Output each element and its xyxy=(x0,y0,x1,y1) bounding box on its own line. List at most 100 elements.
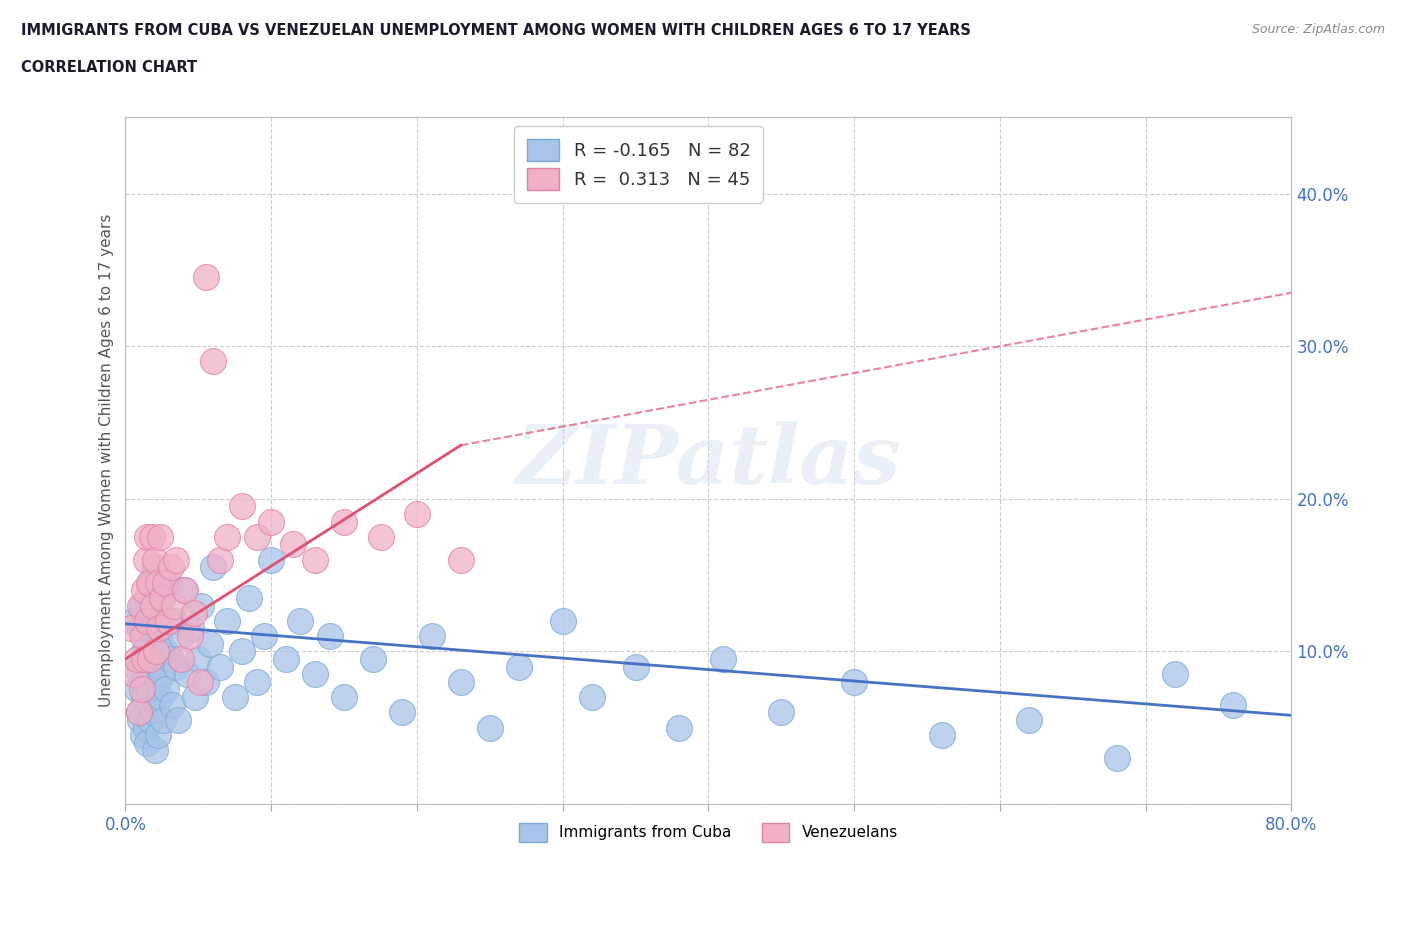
Point xyxy=(162,598,184,613)
Point xyxy=(150,667,173,682)
Point xyxy=(209,552,232,567)
Point xyxy=(1222,698,1244,712)
Point xyxy=(121,613,143,628)
Point xyxy=(1018,712,1040,727)
Point xyxy=(139,575,162,590)
Point xyxy=(253,629,276,644)
Point xyxy=(136,651,159,666)
Point xyxy=(281,537,304,551)
Point xyxy=(141,613,163,628)
Point xyxy=(711,651,734,666)
Point xyxy=(142,705,165,720)
Point xyxy=(184,690,207,705)
Point xyxy=(198,636,221,651)
Text: Source: ZipAtlas.com: Source: ZipAtlas.com xyxy=(1251,23,1385,36)
Point xyxy=(217,613,239,628)
Point xyxy=(129,712,152,727)
Point xyxy=(478,720,501,735)
Point xyxy=(187,651,209,666)
Point xyxy=(148,629,170,644)
Point xyxy=(844,674,866,689)
Point xyxy=(170,629,193,644)
Point xyxy=(1164,667,1187,682)
Point xyxy=(132,674,155,689)
Point xyxy=(260,514,283,529)
Point xyxy=(333,690,356,705)
Point xyxy=(143,552,166,567)
Point xyxy=(134,651,156,666)
Point xyxy=(180,621,202,636)
Point xyxy=(150,591,173,605)
Point xyxy=(146,575,169,590)
Point xyxy=(129,598,152,613)
Point xyxy=(170,651,193,666)
Point xyxy=(176,667,198,682)
Point xyxy=(333,514,356,529)
Point xyxy=(209,659,232,674)
Point xyxy=(160,698,183,712)
Point xyxy=(138,621,160,636)
Point xyxy=(129,621,152,636)
Point xyxy=(131,598,153,613)
Point xyxy=(142,598,165,613)
Point xyxy=(551,613,574,628)
Point xyxy=(135,552,157,567)
Point xyxy=(290,613,312,628)
Point xyxy=(361,651,384,666)
Point xyxy=(145,605,167,620)
Point xyxy=(136,736,159,751)
Point xyxy=(155,682,177,697)
Point xyxy=(141,529,163,544)
Point xyxy=(194,674,217,689)
Point xyxy=(138,682,160,697)
Point xyxy=(127,651,149,666)
Point xyxy=(156,613,179,628)
Point xyxy=(148,621,170,636)
Point xyxy=(224,690,246,705)
Point xyxy=(134,690,156,705)
Point xyxy=(931,728,953,743)
Point xyxy=(201,560,224,575)
Point xyxy=(450,552,472,567)
Point xyxy=(162,613,184,628)
Point xyxy=(152,712,174,727)
Point xyxy=(188,674,211,689)
Point xyxy=(194,270,217,285)
Point xyxy=(134,644,156,658)
Point xyxy=(231,644,253,658)
Point xyxy=(157,575,180,590)
Point xyxy=(231,498,253,513)
Point xyxy=(246,674,269,689)
Point xyxy=(174,583,197,598)
Point xyxy=(138,575,160,590)
Point xyxy=(153,644,176,658)
Text: ZIPatlas: ZIPatlas xyxy=(516,420,901,500)
Point xyxy=(1105,751,1128,765)
Point xyxy=(132,728,155,743)
Point xyxy=(190,598,212,613)
Point xyxy=(406,507,429,522)
Point xyxy=(166,552,188,567)
Point xyxy=(581,690,603,705)
Point xyxy=(159,651,181,666)
Point xyxy=(274,651,297,666)
Point xyxy=(127,682,149,697)
Point xyxy=(143,743,166,758)
Point xyxy=(173,583,195,598)
Point xyxy=(391,705,413,720)
Point xyxy=(136,591,159,605)
Point xyxy=(132,629,155,644)
Point xyxy=(183,605,205,620)
Point xyxy=(135,720,157,735)
Legend: Immigrants from Cuba, Venezuelans: Immigrants from Cuba, Venezuelans xyxy=(513,817,904,847)
Point xyxy=(128,705,150,720)
Point xyxy=(136,529,159,544)
Point xyxy=(370,529,392,544)
Point xyxy=(149,690,172,705)
Point xyxy=(246,529,269,544)
Point xyxy=(120,621,142,636)
Point xyxy=(668,720,690,735)
Point xyxy=(143,560,166,575)
Point xyxy=(420,629,443,644)
Point xyxy=(150,591,173,605)
